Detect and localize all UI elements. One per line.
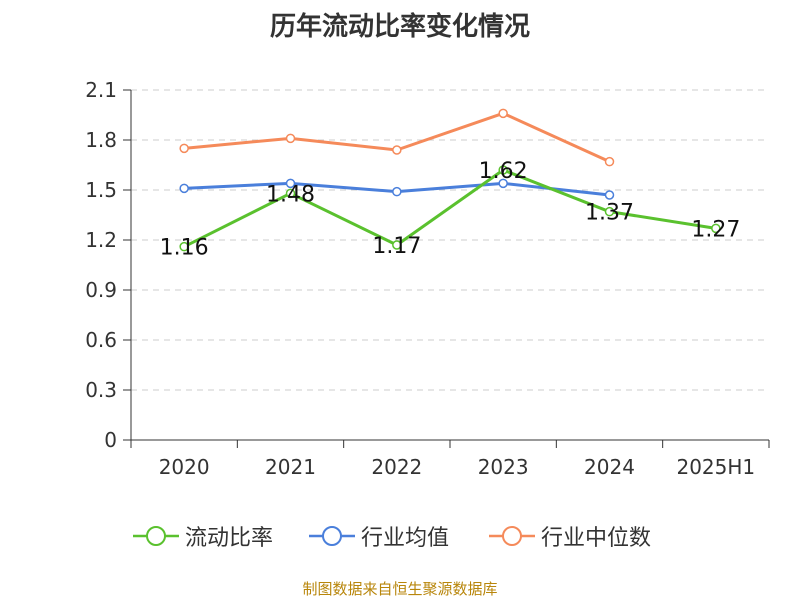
data-point: [604, 206, 615, 217]
legend-item[interactable]: 行业均值: [309, 520, 449, 552]
legend-label: 行业均值: [361, 526, 450, 551]
legend-item[interactable]: 流动比率: [133, 520, 273, 552]
data-point: [711, 223, 721, 234]
y-tick-label: 0.3: [85, 378, 117, 402]
data-point: [179, 183, 189, 194]
chart-title: 历年流动比率变化情况: [269, 12, 530, 42]
data-point: [392, 240, 402, 250]
data-point: [285, 178, 296, 189]
data-labels: 1.16 1.48 1.17 1.62 1.37 1.27: [160, 159, 741, 261]
x-tick-label: 2025H1: [676, 455, 755, 479]
data-point: [179, 143, 189, 154]
series-layer: [179, 108, 721, 252]
y-tick-label: 1.5: [85, 178, 117, 202]
y-tick-label: 2.1: [85, 78, 117, 102]
data-point: [285, 133, 296, 144]
x-tick-label: 2023: [478, 455, 529, 479]
data-label: 1.17: [372, 234, 421, 259]
legend-label: 行业中位数: [541, 526, 652, 551]
x-tick-label: 2024: [584, 455, 635, 479]
y-tick-label: 1.8: [85, 128, 117, 152]
data-point: [498, 178, 508, 189]
legend-marker-icon: [309, 526, 355, 546]
y-tick-label: 1.2: [85, 228, 117, 252]
data-label: 1.62: [479, 159, 528, 184]
y-tick-label: 0: [104, 428, 117, 452]
y-tick-label: 0.6: [85, 328, 117, 352]
data-label: 1.37: [585, 201, 634, 226]
data-point: [285, 188, 296, 199]
legend-label: 流动比率: [185, 526, 274, 551]
series-line-1: [183, 168, 717, 249]
x-tick-label: 2021: [265, 455, 316, 479]
data-point: [179, 241, 189, 252]
x-tick-label: 2022: [371, 455, 422, 479]
legend-item[interactable]: 行业中位数: [489, 520, 651, 552]
data-point: [498, 108, 508, 119]
data-point: [498, 165, 508, 175]
data-label: 1.48: [266, 182, 315, 207]
grid-lines: [131, 89, 769, 391]
legend-marker-icon: [489, 526, 535, 546]
data-label: 1.27: [691, 217, 740, 242]
x-axis: 2020 2021 2022 2023 2024 2025H1: [130, 439, 770, 479]
data-point: [392, 186, 402, 197]
data-point: [604, 190, 615, 200]
source-note: 制图数据来自恒生聚源数据库: [302, 580, 498, 598]
data-point: [604, 156, 615, 167]
data-point: [392, 145, 402, 155]
x-tick-label: 2020: [159, 455, 210, 479]
y-tick-label: 0.9: [85, 278, 117, 302]
legend-marker-icon: [133, 526, 179, 546]
y-axis: 0 0.3 0.6 0.9 1.2 1.5 1.8 2.1: [85, 78, 132, 452]
data-label: 1.16: [160, 236, 209, 261]
